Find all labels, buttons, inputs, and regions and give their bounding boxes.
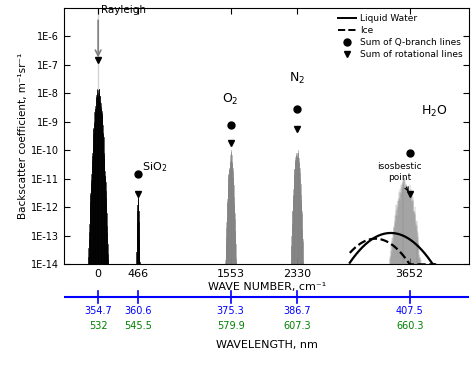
Text: isosbestic
point: isosbestic point: [377, 162, 421, 191]
Text: 360.6: 360.6: [124, 306, 152, 316]
Text: 660.3: 660.3: [396, 321, 423, 331]
Text: 532: 532: [89, 321, 108, 331]
Text: 354.7: 354.7: [84, 306, 112, 316]
Text: WAVELENGTH, nm: WAVELENGTH, nm: [216, 340, 318, 350]
Text: Rayleigh: Rayleigh: [100, 4, 146, 15]
X-axis label: WAVE NUMBER, cm⁻¹: WAVE NUMBER, cm⁻¹: [208, 282, 326, 292]
Text: 375.3: 375.3: [217, 306, 245, 316]
Y-axis label: Backscatter coefficient, m⁻¹sr⁻¹: Backscatter coefficient, m⁻¹sr⁻¹: [18, 53, 28, 219]
Legend: Liquid Water, Ice, Sum of Q-branch lines, Sum of rotational lines: Liquid Water, Ice, Sum of Q-branch lines…: [336, 12, 465, 61]
Text: O$_2$: O$_2$: [222, 92, 239, 107]
Text: 545.5: 545.5: [124, 321, 152, 331]
Text: 579.9: 579.9: [217, 321, 245, 331]
Text: 607.3: 607.3: [283, 321, 311, 331]
Text: SiO$_2$: SiO$_2$: [143, 160, 168, 174]
Text: N$_2$: N$_2$: [289, 71, 305, 86]
Text: 386.7: 386.7: [283, 306, 311, 316]
Text: 407.5: 407.5: [396, 306, 424, 316]
Text: H$_2$O: H$_2$O: [420, 104, 447, 119]
